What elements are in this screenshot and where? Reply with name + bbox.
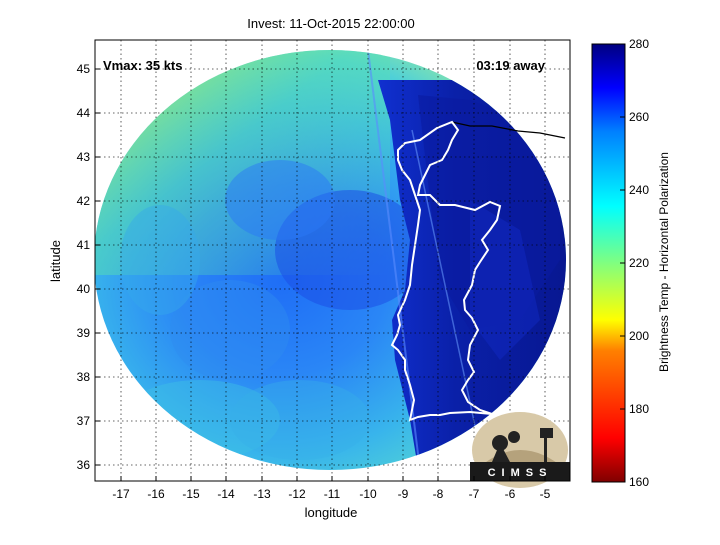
portugal-border (390, 120, 502, 422)
cimss-logo: CIMSS (470, 412, 570, 488)
x-tick-label: -14 (217, 487, 235, 501)
x-tick-label: -11 (324, 487, 341, 501)
grid-lines (95, 40, 570, 481)
y-axis: 36 37 38 39 40 41 42 43 44 45 latitude (48, 62, 100, 472)
colorbar-tick-label: 240 (629, 183, 649, 197)
x-axis-label: longitude (305, 505, 358, 520)
x-tick-label: -17 (112, 487, 130, 501)
y-tick-label: 42 (77, 194, 91, 208)
colorbar-tick-label: 280 (629, 37, 649, 51)
x-tick-label: -7 (469, 487, 480, 501)
colorbar-tick-label: 160 (629, 475, 649, 489)
y-axis-label: latitude (48, 240, 63, 282)
x-tick-label: -9 (398, 487, 409, 501)
x-tick-label: -16 (147, 487, 165, 501)
x-tick-label: -8 (433, 487, 444, 501)
colorbar-tick-label: 220 (629, 256, 649, 270)
y-tick-label: 40 (77, 282, 91, 296)
y-tick-label: 41 (77, 238, 91, 252)
cimss-logo-text: CIMSS (488, 467, 553, 479)
y-tick-label: 38 (77, 370, 91, 384)
y-tick-label: 43 (77, 150, 91, 164)
x-axis: -17 -16 -15 -14 -13 -12 -11 -10 -9 -8 -7… (112, 476, 551, 520)
colorbar-tick-label: 260 (629, 110, 649, 124)
plot-area: CIMSS Vmax: 35 kts 03:19 away (94, 39, 571, 488)
x-tick-label: -10 (359, 487, 377, 501)
vmax-label: Vmax: 35 kts (103, 58, 183, 73)
x-tick-label: -5 (540, 487, 551, 501)
y-tick-label: 36 (77, 458, 91, 472)
x-tick-label: -15 (182, 487, 200, 501)
x-tick-label: -12 (288, 487, 306, 501)
colorbar-tick-label: 200 (629, 329, 649, 343)
colorbar: 280 260 240 220 200 180 160 Brightness T… (591, 37, 671, 489)
colorbar-tick-label: 180 (629, 402, 649, 416)
plot-title: Invest: 11-Oct-2015 22:00:00 (247, 16, 414, 31)
x-tick-label: -13 (253, 487, 271, 501)
y-tick-label: 45 (77, 62, 91, 76)
y-tick-label: 44 (77, 106, 91, 120)
x-tick-label: -6 (505, 487, 516, 501)
time-away-label: 03:19 away (476, 58, 545, 73)
y-tick-label: 39 (77, 326, 91, 340)
y-tick-label: 37 (77, 414, 91, 428)
colorbar-label: Brightness Temp - Horizontal Polarizatio… (657, 152, 671, 372)
